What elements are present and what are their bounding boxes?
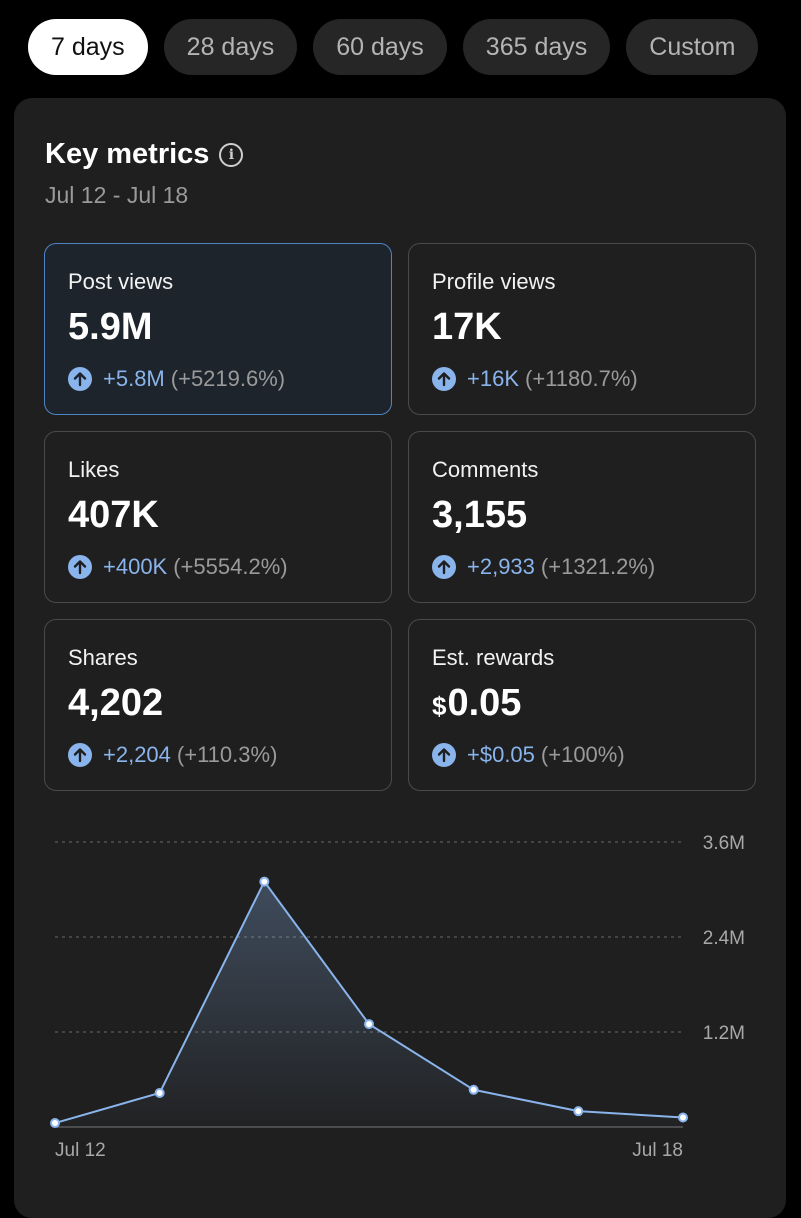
metric-label: Est. rewards bbox=[432, 645, 555, 670]
metric-delta-abs: +$0.05 bbox=[467, 742, 535, 767]
metric-delta: +5.8M (+5219.6%) bbox=[68, 366, 285, 392]
chart-area-fill bbox=[55, 881, 683, 1127]
metric-delta-pct: (+5554.2%) bbox=[173, 554, 288, 579]
chart-y-tick-label: 1.2M bbox=[703, 1023, 745, 1044]
key-metrics-header: Key metrics i bbox=[45, 138, 244, 171]
arrow-up-circle-icon bbox=[68, 367, 92, 391]
arrow-up-circle-icon bbox=[432, 367, 456, 391]
chart-data-point[interactable] bbox=[50, 1118, 60, 1129]
tab-7-days[interactable]: 7 days bbox=[28, 19, 148, 75]
tab-365-days[interactable]: 365 days bbox=[462, 19, 611, 75]
chart-data-point[interactable] bbox=[468, 1084, 479, 1095]
metric-card-likes[interactable]: Likes 407K +400K (+5554.2%) bbox=[44, 431, 392, 603]
chart-y-tick-label: 2.4M bbox=[703, 928, 745, 949]
chart-data-point[interactable] bbox=[573, 1106, 584, 1117]
arrow-up-circle-icon bbox=[432, 555, 456, 579]
section-title: Key metrics bbox=[45, 138, 210, 170]
chart-data-point[interactable] bbox=[678, 1112, 688, 1123]
info-circle-icon[interactable]: i bbox=[219, 142, 244, 167]
metric-label: Profile views bbox=[432, 269, 556, 294]
chart-data-point[interactable] bbox=[364, 1019, 374, 1030]
metric-value: 4,202 bbox=[68, 682, 164, 724]
metric-delta-pct: (+1180.7%) bbox=[525, 366, 638, 391]
tab-60-days[interactable]: 60 days bbox=[313, 19, 447, 75]
arrow-up-circle-icon bbox=[68, 743, 92, 767]
chart-x-tick-label: Jul 12 bbox=[55, 1140, 106, 1161]
arrow-up-circle-icon bbox=[68, 555, 92, 579]
chart-data-point[interactable] bbox=[259, 876, 270, 887]
metric-delta-pct: (+5219.6%) bbox=[170, 366, 286, 391]
metric-delta-pct: (+1321.2%) bbox=[540, 554, 656, 579]
metric-card-profile-views[interactable]: Profile views 17K +16K (+1180.7%) bbox=[408, 243, 756, 415]
metric-delta-abs: +16K bbox=[467, 366, 519, 391]
metric-card-shares[interactable]: Shares 4,202 +2,204 (+110.3%) bbox=[44, 619, 392, 791]
metric-label: Comments bbox=[432, 457, 539, 482]
chart-data-point[interactable] bbox=[154, 1087, 165, 1098]
post-views-chart[interactable]: 1.2M 2.4M 3.6M Jul 12 Jul 18 bbox=[0, 820, 801, 1180]
metric-value: $0.05 bbox=[432, 682, 522, 724]
metric-card-est-rewards[interactable]: Est. rewards $0.05 +$0.05 (+100%) bbox=[408, 619, 756, 791]
chart-x-tick-label: Jul 18 bbox=[632, 1140, 683, 1161]
metric-delta-abs: +2,933 bbox=[467, 554, 535, 579]
metric-card-comments[interactable]: Comments 3,155 +2,933 (+1321.2%) bbox=[408, 431, 756, 603]
metric-card-post-views[interactable]: Post views 5.9M +5.8M (+5219.6%) bbox=[44, 243, 392, 415]
metric-delta: +2,933 (+1321.2%) bbox=[432, 554, 655, 580]
metric-label: Likes bbox=[68, 457, 120, 482]
tab-custom[interactable]: Custom bbox=[626, 19, 759, 75]
metric-delta: +400K (+5554.2%) bbox=[68, 554, 288, 580]
arrow-up-circle-icon bbox=[432, 743, 456, 767]
metric-delta: +$0.05 (+100%) bbox=[432, 742, 625, 768]
metric-label: Shares bbox=[68, 645, 138, 670]
date-range-tabs: 7 days 28 days 60 days 365 days Custom bbox=[28, 19, 801, 75]
metric-value: 17K bbox=[432, 306, 502, 348]
metric-label: Post views bbox=[68, 269, 174, 294]
metric-delta: +16K (+1180.7%) bbox=[432, 366, 638, 392]
currency-symbol: $ bbox=[432, 691, 447, 721]
metric-value: 3,155 bbox=[432, 494, 528, 536]
metric-delta-abs: +5.8M bbox=[103, 366, 165, 391]
metric-value: 407K bbox=[68, 494, 159, 536]
metric-delta-pct: (+110.3%) bbox=[176, 742, 278, 767]
metric-delta: +2,204 (+110.3%) bbox=[68, 742, 277, 768]
tab-28-days[interactable]: 28 days bbox=[163, 19, 298, 75]
metric-delta-abs: +400K bbox=[103, 554, 168, 579]
metric-delta-pct: (+100%) bbox=[540, 742, 625, 767]
metric-value: 5.9M bbox=[68, 306, 153, 348]
key-metrics-panel: Key metrics i Jul 12 - Jul 18 Post views… bbox=[14, 98, 786, 1218]
metric-delta-abs: +2,204 bbox=[103, 742, 171, 767]
chart-y-tick-label: 3.6M bbox=[703, 833, 745, 854]
date-range-label: Jul 12 - Jul 18 bbox=[45, 182, 189, 208]
